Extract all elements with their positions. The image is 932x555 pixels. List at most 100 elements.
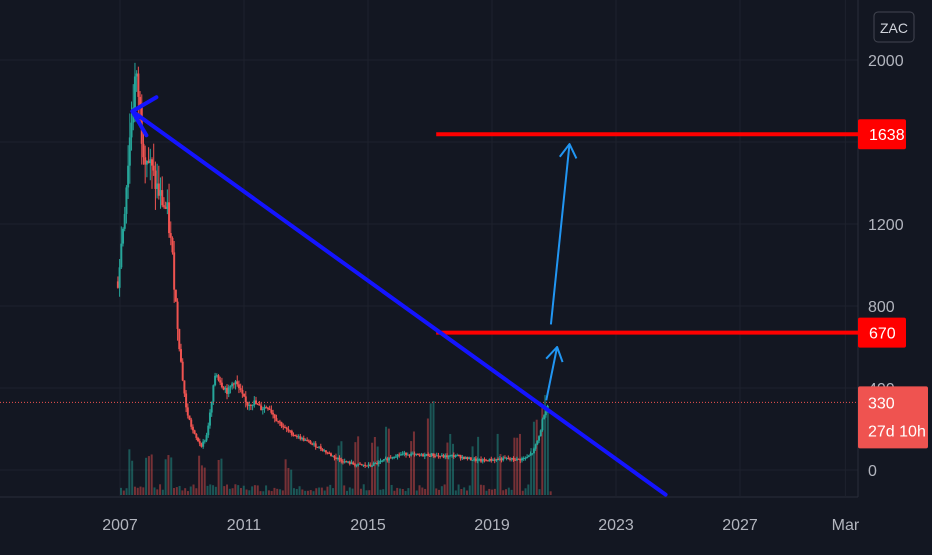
- y-tick-label: 0: [868, 463, 877, 480]
- volume-bar: [457, 484, 460, 495]
- candle-body: [162, 205, 165, 207]
- volume-bar: [234, 484, 237, 495]
- candle-body: [258, 404, 261, 406]
- volume-bar: [304, 490, 307, 495]
- candle-body: [311, 443, 314, 445]
- candle-body: [203, 440, 206, 442]
- candle-body: [435, 455, 438, 457]
- volume-bar: [239, 488, 242, 495]
- candle-body: [183, 380, 186, 394]
- candle-body: [445, 455, 448, 458]
- volume-bar: [181, 490, 184, 495]
- volume-bar: [507, 487, 510, 495]
- candle-body: [379, 461, 382, 463]
- last-price-label: 330: [868, 395, 895, 412]
- volume-bar: [301, 489, 304, 495]
- candle-body: [306, 439, 309, 441]
- volume-bar: [488, 488, 491, 495]
- candle-body: [340, 459, 343, 462]
- candle-body: [353, 464, 356, 466]
- candle-body: [420, 454, 423, 456]
- volume-bar: [351, 488, 354, 495]
- volume-bar: [212, 485, 215, 495]
- volume-bar: [251, 486, 254, 495]
- volume-bar: [195, 488, 198, 495]
- candle-body: [299, 436, 302, 440]
- volume-bar: [546, 405, 549, 495]
- candle-body: [312, 443, 315, 445]
- volume-bar: [217, 459, 220, 495]
- candle-body: [272, 412, 275, 415]
- candle-body: [116, 281, 119, 288]
- arrow-drawings[interactable]: [545, 143, 578, 401]
- candle-body: [413, 453, 416, 455]
- candle-body: [468, 457, 471, 460]
- volume-bar: [312, 491, 315, 495]
- volume-bar: [502, 490, 505, 495]
- candle-body: [265, 407, 268, 409]
- candle-body: [292, 434, 295, 436]
- candle-body: [486, 460, 489, 462]
- volume-bar: [133, 486, 136, 495]
- candle-body: [529, 453, 532, 456]
- candle-body: [393, 457, 396, 459]
- candle-body: [541, 419, 544, 431]
- volume-bar: [290, 469, 293, 495]
- candle-body: [391, 457, 394, 459]
- volume-bar: [345, 490, 348, 495]
- candle-body: [396, 454, 399, 457]
- volume-bar: [463, 487, 466, 495]
- volume-bar: [421, 487, 424, 495]
- volume-bar: [276, 488, 279, 495]
- candle-body: [464, 457, 467, 460]
- candle-body: [197, 437, 200, 442]
- candle-body: [398, 454, 401, 456]
- candle-body: [522, 457, 525, 459]
- candle-body: [253, 400, 256, 406]
- x-tick-label: 2023: [598, 517, 634, 534]
- candle-body: [466, 457, 469, 460]
- candle-body: [527, 455, 530, 457]
- candle-body: [151, 159, 153, 166]
- candle-body: [200, 443, 203, 447]
- volume-bar: [362, 484, 365, 495]
- candle-body: [369, 464, 372, 466]
- volume-bar: [404, 490, 407, 495]
- candle-body: [440, 455, 443, 457]
- candle-body: [164, 206, 167, 209]
- candle-body: [512, 457, 515, 460]
- volume-bar: [320, 487, 323, 495]
- volume-bar: [471, 446, 474, 495]
- volume-bar: [329, 484, 332, 495]
- candle-body: [154, 170, 157, 189]
- volume-bar: [287, 467, 290, 495]
- volume-bar: [267, 490, 270, 495]
- candle-body: [524, 457, 527, 459]
- volume-bar: [435, 488, 438, 495]
- candle-body: [505, 457, 508, 459]
- candle-body: [147, 160, 150, 164]
- candle-body: [485, 460, 488, 462]
- candle-body: [302, 437, 305, 441]
- candle-body: [365, 465, 368, 467]
- symbol-badge[interactable]: ZAC: [873, 11, 915, 43]
- candle-body: [176, 301, 179, 329]
- candle-body: [243, 393, 246, 397]
- volume-bar: [521, 490, 524, 495]
- volume-bar: [156, 489, 159, 495]
- horizontal-levels[interactable]: [436, 132, 858, 335]
- candle-body: [179, 349, 182, 362]
- volume-bar: [214, 486, 217, 495]
- arrow-head: [545, 346, 564, 363]
- volume-bar: [318, 487, 321, 495]
- candle-body: [364, 464, 367, 466]
- volume-bar: [371, 442, 374, 495]
- time-axis[interactable]: 2007 2011 2015 2019 2023 2027 Mar: [102, 517, 860, 534]
- volume-bar: [122, 490, 125, 495]
- x-tick-label: 2019: [474, 517, 510, 534]
- volume-bar: [412, 431, 415, 495]
- candle-body: [193, 430, 196, 434]
- trendline-drawing[interactable]: [130, 95, 668, 497]
